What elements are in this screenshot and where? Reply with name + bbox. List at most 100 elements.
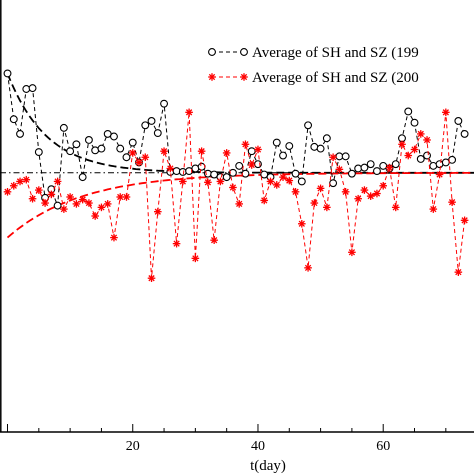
legend-marker <box>240 73 248 81</box>
data-point <box>423 136 431 144</box>
data-point <box>116 193 125 201</box>
series-2 <box>3 108 469 283</box>
data-point <box>66 147 75 156</box>
marker-stroke <box>129 149 136 157</box>
data-point <box>348 248 356 257</box>
marker-stroke <box>173 240 180 247</box>
data-point <box>103 200 112 208</box>
data-point <box>116 144 125 153</box>
data-point <box>347 169 356 178</box>
marker-stroke <box>123 193 130 201</box>
data-point <box>60 205 68 213</box>
fit-curve <box>6 172 474 239</box>
data-point <box>304 121 313 130</box>
data-point <box>41 199 49 207</box>
data-point <box>322 134 331 143</box>
data-point <box>247 147 256 156</box>
marker-stroke <box>223 149 230 157</box>
data-point <box>9 181 18 190</box>
data-point <box>78 173 87 182</box>
marker-stroke <box>461 217 468 224</box>
marker-stroke <box>436 171 443 178</box>
marker-stroke <box>430 205 437 213</box>
data-point <box>298 219 306 228</box>
data-point <box>53 177 62 186</box>
marker-stroke <box>179 178 186 185</box>
data-point <box>110 233 118 242</box>
data-point <box>404 151 413 160</box>
marker-stroke <box>204 179 212 186</box>
fit-layer <box>6 73 474 239</box>
marker-stroke <box>23 176 30 183</box>
data-point <box>329 179 338 188</box>
data-point <box>235 161 244 170</box>
data-point <box>172 239 181 248</box>
data-point <box>316 184 325 193</box>
marker-stroke <box>48 191 55 198</box>
data-point <box>185 108 193 117</box>
marker-stroke <box>208 73 216 81</box>
data-point <box>366 192 375 200</box>
data-point <box>304 264 312 272</box>
marker-stroke <box>448 199 456 206</box>
data-point <box>379 181 388 190</box>
data-point <box>197 147 206 155</box>
data-point <box>448 198 456 206</box>
data-point <box>247 161 256 169</box>
data-point <box>260 196 269 205</box>
data-point <box>416 155 425 163</box>
axes-layer: 20 40 60 <box>0 0 474 454</box>
data-point <box>254 145 262 154</box>
marker-stroke <box>110 234 118 241</box>
data-point <box>141 121 150 130</box>
legend-marker <box>208 48 216 56</box>
data-point <box>297 177 306 186</box>
data-point <box>285 142 294 150</box>
marker-stroke <box>242 141 249 148</box>
data-point <box>442 108 450 117</box>
marker-stroke <box>60 205 68 213</box>
data-point <box>372 167 381 176</box>
data-point <box>310 199 319 207</box>
marker-stroke <box>10 182 17 189</box>
data-point <box>366 160 375 169</box>
marker-stroke <box>367 192 374 200</box>
data-point <box>97 203 106 212</box>
data-point <box>147 274 156 283</box>
data-point <box>354 194 362 203</box>
data-point <box>423 151 431 160</box>
data-point <box>153 207 162 216</box>
data-point <box>385 163 394 172</box>
data-point <box>272 138 281 147</box>
legend-label: Average of SH and SZ (199 <box>252 45 419 61</box>
data-point <box>110 132 118 141</box>
marker-stroke <box>236 200 243 208</box>
marker-stroke <box>248 161 255 169</box>
data-point <box>153 129 162 138</box>
marker-stroke <box>148 275 155 282</box>
data-point <box>435 170 444 179</box>
data-point <box>210 236 218 244</box>
marker-stroke <box>267 178 274 185</box>
data-point <box>160 147 168 155</box>
data-point <box>241 140 250 149</box>
data-point <box>16 129 24 138</box>
marker-stroke <box>323 204 330 211</box>
marker-stroke <box>423 136 431 144</box>
x-tick-label: 60 <box>376 439 390 454</box>
data-point <box>28 194 37 203</box>
legend-entry <box>208 73 248 81</box>
data-point <box>128 149 137 157</box>
marker-stroke <box>240 73 248 81</box>
data-point <box>335 165 344 174</box>
marker-stroke <box>279 173 287 181</box>
marker-stroke <box>4 188 11 195</box>
data-point <box>3 188 12 196</box>
marker-stroke <box>298 220 305 227</box>
data-point <box>178 167 187 176</box>
data-point <box>416 130 425 138</box>
marker-stroke <box>29 195 36 202</box>
marker-stroke <box>455 269 462 276</box>
data-point <box>291 169 300 178</box>
